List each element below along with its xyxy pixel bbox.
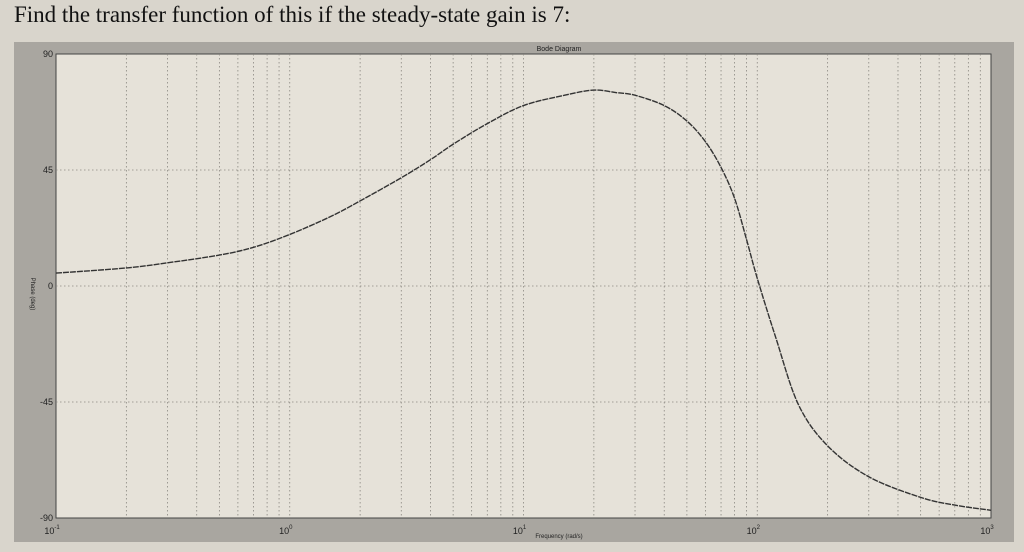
x-axis-label: Frequency (rad/s) (535, 534, 582, 540)
x-tick-label: 102 (747, 525, 761, 536)
y-tick-label: 45 (43, 165, 53, 175)
question-text: Find the transfer function of this if th… (14, 2, 571, 27)
x-axis-ticks: 10-1 100 101 102 103 (44, 525, 994, 536)
x-tick-label: 10-1 (44, 525, 60, 536)
y-tick-label: -45 (40, 397, 53, 407)
phase-curve (55, 89, 992, 511)
y-axis-label: Phase (deg) (29, 278, 35, 311)
y-tick-label: 0 (48, 281, 53, 291)
x-tick-label: 100 (279, 525, 293, 536)
y-axis-ticks: 90 45 0 -45 -90 (40, 49, 53, 523)
bode-figure: 90 45 0 -45 -90 10-1 100 101 102 103 Bode Diagra… (14, 42, 1014, 542)
plot-title: Bode Diagram (537, 46, 582, 53)
grid-lines (56, 54, 991, 518)
x-tick-label: 101 (513, 525, 527, 536)
y-tick-label: -90 (40, 513, 53, 523)
bode-phase-plot: 90 45 0 -45 -90 10-1 100 101 102 103 Bode Diagra… (29, 46, 994, 540)
x-tick-label: 103 (980, 525, 994, 536)
y-tick-label: 90 (43, 49, 53, 59)
